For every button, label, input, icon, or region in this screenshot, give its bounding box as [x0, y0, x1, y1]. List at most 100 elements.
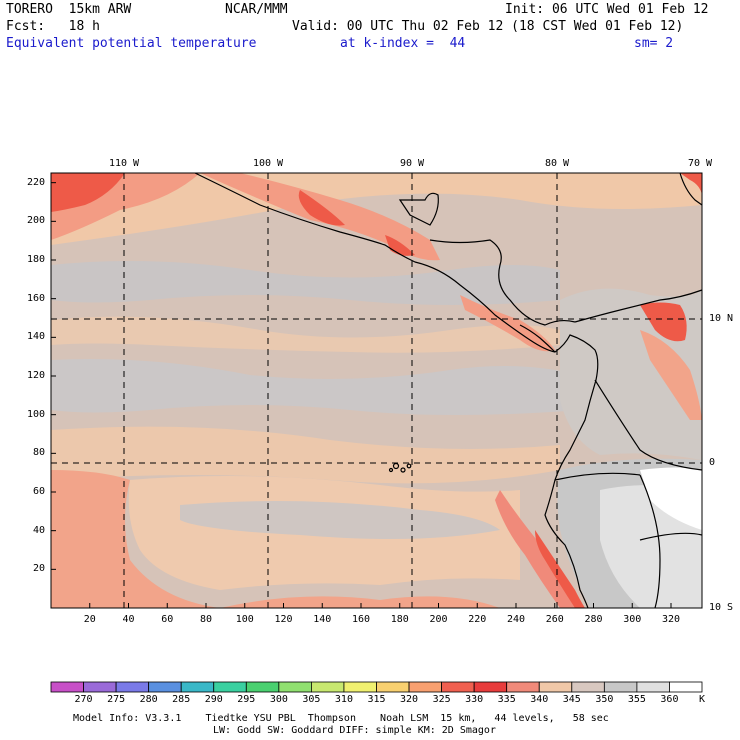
- patch-red-nw: [51, 173, 125, 212]
- patch-red-mexico: [298, 190, 345, 226]
- colorbar-label: 310: [334, 694, 353, 705]
- colorbar-swatch: [376, 681, 410, 693]
- band-white-amazon: [640, 467, 702, 530]
- y-tick-label: 40: [32, 524, 45, 536]
- galapagos-island-3: [406, 463, 412, 469]
- lat-label-equator: 0: [709, 457, 716, 468]
- colorbar-swatch: [603, 681, 638, 693]
- coastline-caribbean-ca: [429, 239, 576, 326]
- colorbar-swatch: [310, 681, 345, 693]
- colorbar-label: 305: [302, 694, 321, 705]
- patch-red-guatemala: [385, 235, 415, 256]
- y-tick-label: 80: [32, 447, 45, 459]
- colorbar-label: 360: [660, 694, 679, 705]
- colorbar-swatch: [571, 681, 605, 693]
- colorbar-label: 295: [237, 694, 256, 705]
- colorbar-label: 270: [74, 694, 93, 705]
- x-tick-label: 80: [199, 614, 213, 625]
- band-grey-1: [51, 261, 560, 305]
- colorbar-label: 325: [432, 694, 451, 705]
- colorbar-label: 285: [172, 694, 191, 705]
- galapagos-island-4: [388, 467, 394, 473]
- colorbar-label: 330: [465, 694, 484, 705]
- y-tick-label: 220: [26, 176, 45, 188]
- map-frame: [50, 172, 703, 609]
- colorbar-label: 355: [627, 694, 646, 705]
- x-tick-label: 260: [545, 614, 564, 625]
- x-tick-label: 160: [351, 614, 371, 625]
- field-name: Equivalent potential temperature: [6, 36, 257, 51]
- coastline-caribbean-ne: [679, 172, 703, 206]
- colorbar-label: 275: [107, 694, 126, 705]
- patch-red-peru: [535, 530, 585, 608]
- border-bolivia: [639, 532, 703, 541]
- level-info: at k-index = 44: [340, 36, 466, 51]
- colorbar-swatch: [245, 681, 280, 693]
- colorbar-swatch: [538, 681, 573, 693]
- x-tick-label: 280: [584, 614, 603, 625]
- lon-label-70w: 70 W: [687, 158, 713, 169]
- colorbar-swatch: [343, 681, 377, 693]
- y-tick-label: 140: [26, 331, 45, 343]
- border-ecuador-peru: [554, 472, 641, 481]
- x-tick-label: 180: [390, 614, 409, 625]
- x-tick-label: 240: [506, 614, 526, 625]
- colorbar-label: 335: [497, 694, 516, 705]
- lon-label-100w: 100 W: [252, 158, 284, 169]
- y-tick-label: 200: [26, 215, 45, 227]
- colorbar-swatch: [83, 681, 117, 693]
- colorbar-label: 320: [400, 694, 419, 705]
- galapagos-island-1: [392, 462, 400, 470]
- band-grey-south: [180, 501, 500, 539]
- coastline-colombia-north: [574, 289, 703, 323]
- model-info: Model Info: V3.3.1 Tiedtke YSU PBL Thomp…: [73, 713, 609, 724]
- init-time: Init: 06 UTC Wed 01 Feb 12: [505, 2, 709, 17]
- y-tick-label: 100: [26, 408, 45, 420]
- model-title: TORERO 15km ARW: [6, 2, 132, 17]
- colorbar-swatch: [506, 681, 540, 693]
- colorbar-label: 350: [595, 694, 614, 705]
- x-tick-label: 200: [429, 614, 448, 625]
- band-peach-north: [51, 173, 702, 245]
- forecast-hour: Fcst: 18 h: [6, 19, 100, 34]
- colorbar-swatch: [669, 681, 703, 693]
- colorbar-swatch: [278, 681, 312, 693]
- lat-label-10n: 10 N: [709, 313, 734, 324]
- y-tick-label: 160: [26, 292, 45, 304]
- colorbar-swatch: [441, 681, 475, 693]
- colorbar-swatch: [50, 681, 84, 693]
- colorbar-swatch: [473, 681, 508, 693]
- x-tick-label: 40: [122, 614, 135, 625]
- coastline-yucatan: [398, 192, 439, 226]
- theta-e-field: [51, 173, 702, 608]
- band-salmon-south: [51, 470, 220, 608]
- y-tick-label: 180: [26, 254, 45, 265]
- lon-label-110w: 110 W: [108, 158, 140, 169]
- band-grey-2: [51, 359, 580, 415]
- border-colombia-peru: [594, 379, 703, 471]
- colorbar-swatch: [115, 681, 150, 693]
- valid-time: Valid: 00 UTC Thu 02 Feb 12 (18 CST Wed …: [292, 19, 684, 34]
- coastlines: [194, 172, 703, 609]
- x-tick-label: 20: [83, 614, 96, 625]
- colorbar-unit: K: [698, 694, 706, 705]
- border-panama: [519, 324, 556, 353]
- y-tick-label: 20: [32, 563, 45, 575]
- colorbar-label: 315: [367, 694, 386, 705]
- colorbar-label: 340: [530, 694, 549, 705]
- band-salmon-venezuela: [640, 330, 702, 420]
- colorbar: [50, 681, 703, 693]
- colorbar-label: 300: [269, 694, 288, 705]
- x-tick-label: 60: [161, 614, 174, 625]
- patch-red-maracaibo: [640, 302, 687, 342]
- coastline-pacific: [194, 172, 599, 609]
- colorbar-swatch: [180, 681, 215, 693]
- colorbar-swatch: [636, 681, 670, 693]
- colorbar-label: 280: [139, 694, 158, 705]
- y-tick-label: 120: [26, 370, 45, 381]
- x-tick-label: 100: [235, 614, 254, 625]
- band-salmon-south-2: [220, 596, 500, 608]
- x-tick-label: 120: [274, 614, 293, 625]
- galapagos-island-2: [400, 467, 406, 473]
